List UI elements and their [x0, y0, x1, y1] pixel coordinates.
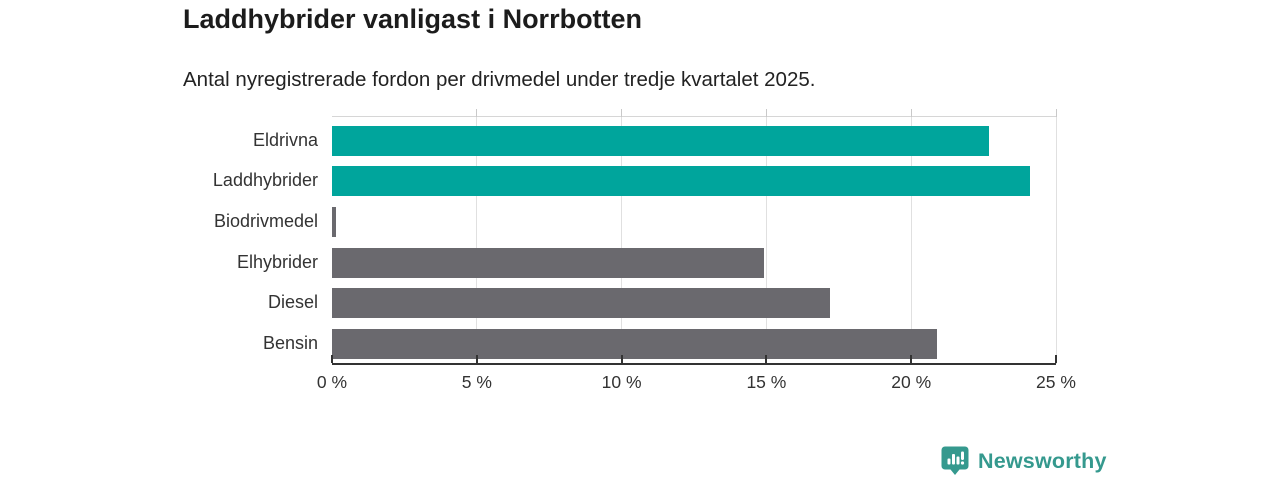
gridline-15 [765, 117, 767, 364]
top-axis-tick-20 [910, 109, 912, 117]
bar-bensin [332, 329, 938, 359]
bar-label-bensin: Bensin [262, 333, 318, 353]
bar-laddhybrider [332, 166, 1030, 197]
chart-subtitle: Antal nyregistrerade fordon per drivmede… [183, 68, 816, 91]
bar-label-biodrivmedel: Biodrivmedel [213, 210, 318, 231]
bar-label-eldrivna: Eldrivna [252, 129, 318, 150]
x-axis-tick-10 [620, 355, 623, 363]
x-axis-line [332, 363, 1056, 365]
bar-label-laddhybrider: Laddhybrider [212, 170, 318, 191]
bar-label-elhybrider: Elhybrider [236, 251, 318, 272]
gridline-20 [910, 117, 912, 364]
x-tick-label-20: 20 % [891, 372, 932, 392]
bar-label-diesel: Diesel [267, 292, 318, 313]
top-axis-tick-25 [1055, 109, 1057, 117]
top-axis-tick-5 [476, 109, 478, 117]
newsworthy-wordmark: Newsworthy [978, 448, 1107, 473]
x-tick-label-15: 15 % [746, 372, 787, 392]
newsworthy-logo: Newsworthy [941, 446, 1107, 476]
x-axis-tick-15 [765, 355, 768, 363]
top-axis-tick-15 [765, 109, 767, 117]
newsworthy-pin-barchart-icon [941, 446, 969, 475]
bar-diesel [332, 288, 831, 319]
plot-area: Eldrivna Laddhybrider Biodrivmedel Elhybrid… [213, 109, 1076, 392]
bar-biodrivmedel [332, 206, 337, 237]
x-tick-label-5: 5 % [461, 372, 492, 392]
top-axis-tick-10 [621, 109, 623, 117]
chart-title: Laddhybrider vanligast i Norrbotten [183, 4, 643, 34]
x-axis-tick-5 [475, 355, 478, 363]
bar-elhybrider [332, 247, 764, 278]
x-axis-tick-0 [331, 355, 333, 363]
x-axis-tick-25 [1055, 355, 1057, 363]
x-axis-tick-20 [910, 355, 913, 363]
gridline-5 [476, 117, 478, 364]
x-tick-label-0: 0 % [316, 372, 348, 392]
gridline-25 [1055, 117, 1057, 364]
bar-eldrivna [332, 125, 990, 156]
gridline-10 [621, 117, 623, 364]
x-tick-label-25: 25 % [1036, 372, 1076, 392]
x-tick-label-10: 10 % [601, 372, 642, 392]
